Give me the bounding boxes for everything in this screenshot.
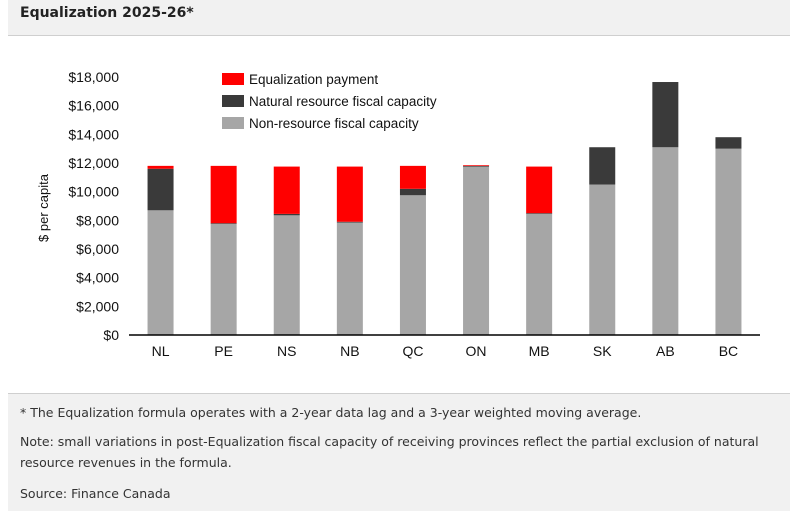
y-tick-label: $16,000 (68, 98, 119, 114)
bar-nb-equalization-payment (336, 166, 363, 222)
x-axis-ticks: NL PE NS NB QC ON MB SK AB BC (152, 343, 739, 359)
bar-on-equalization-payment (463, 165, 490, 166)
chart-header: Equalization 2025-26* (8, 0, 790, 36)
bar-ns-non-resource-fiscal-capacity (273, 215, 300, 335)
bar-ab-non-resource-fiscal-capacity (652, 147, 679, 335)
legend-label-natural-resource-fiscal-capacity: Natural resource fiscal capacity (249, 94, 437, 109)
x-tick-label: ON (466, 343, 487, 359)
bar-nb-natural-resource-fiscal-capacity (336, 221, 363, 223)
bar-ns-equalization-payment (273, 166, 300, 214)
bar-ns-natural-resource-fiscal-capacity (273, 213, 300, 216)
x-tick-label: PE (214, 343, 233, 359)
x-tick-label: SK (593, 343, 612, 359)
bar-qc-non-resource-fiscal-capacity (399, 195, 426, 335)
bar-sk-natural-resource-fiscal-capacity (589, 147, 616, 185)
y-tick-label: $8,000 (76, 212, 119, 228)
y-tick-label: $14,000 (68, 126, 119, 142)
bar-on-natural-resource-fiscal-capacity (463, 165, 490, 167)
chart-title: Equalization 2025-26* (20, 5, 194, 21)
bar-pe-natural-resource-fiscal-capacity (210, 223, 237, 224)
bar-nl-natural-resource-fiscal-capacity (147, 168, 174, 211)
bar-stacks (147, 82, 742, 335)
y-tick-label: $12,000 (68, 155, 119, 171)
y-axis-label: $ per capita (36, 173, 51, 242)
footnote: * The Equalization formula operates with… (20, 405, 642, 420)
bar-bc-natural-resource-fiscal-capacity (715, 137, 742, 149)
bar-pe-non-resource-fiscal-capacity (210, 223, 237, 335)
y-tick-label: $2,000 (76, 298, 119, 314)
bar-mb-non-resource-fiscal-capacity (526, 213, 553, 335)
bar-nl-equalization-payment (147, 165, 174, 169)
x-tick-label: QC (402, 343, 423, 359)
bar-nl-non-resource-fiscal-capacity (147, 210, 174, 335)
y-tick-label: $0 (103, 327, 119, 343)
bar-pe-equalization-payment (210, 165, 237, 224)
bar-sk-non-resource-fiscal-capacity (589, 184, 616, 335)
chart-legend: Equalization payment Natural resource fis… (222, 72, 437, 131)
x-tick-label: AB (656, 343, 675, 359)
bar-qc-equalization-payment (399, 165, 426, 189)
equalization-bar-chart: $0 $2,000 $4,000 $6,000 $8,000 $10,000 $12,000… (36, 69, 760, 359)
source-text: Source: Finance Canada (20, 486, 171, 501)
legend-label-non-resource-fiscal-capacity: Non-resource fiscal capacity (249, 116, 419, 131)
bar-on-non-resource-fiscal-capacity (463, 166, 490, 335)
bar-ab-natural-resource-fiscal-capacity (652, 82, 679, 148)
legend-swatch-equalization-payment (222, 73, 244, 85)
x-tick-label: BC (719, 343, 738, 359)
x-tick-label: NL (152, 343, 170, 359)
x-tick-label: NB (340, 343, 359, 359)
bar-mb-natural-resource-fiscal-capacity (526, 213, 553, 214)
y-tick-label: $10,000 (68, 184, 119, 200)
y-tick-label: $4,000 (76, 270, 119, 286)
bar-mb-equalization-payment (526, 166, 553, 214)
bar-qc-natural-resource-fiscal-capacity (399, 188, 426, 196)
legend-swatch-natural-resource-fiscal-capacity (222, 95, 244, 107)
y-tick-label: $18,000 (68, 69, 119, 85)
chart-area: $0 $2,000 $4,000 $6,000 $8,000 $10,000 $12,000… (8, 36, 790, 393)
chart-footer: * The Equalization formula operates with… (8, 393, 790, 511)
legend-swatch-non-resource-fiscal-capacity (222, 117, 244, 129)
bar-bc-non-resource-fiscal-capacity (715, 148, 742, 335)
bar-nb-non-resource-fiscal-capacity (336, 222, 363, 335)
y-axis-ticks: $0 $2,000 $4,000 $6,000 $8,000 $10,000 $12,000… (68, 69, 119, 343)
legend-label-equalization-payment: Equalization payment (249, 72, 378, 87)
y-tick-label: $6,000 (76, 241, 119, 257)
note-text: Note: small variations in post-Equalizat… (20, 434, 759, 470)
x-tick-label: NS (277, 343, 296, 359)
x-tick-label: MB (529, 343, 550, 359)
